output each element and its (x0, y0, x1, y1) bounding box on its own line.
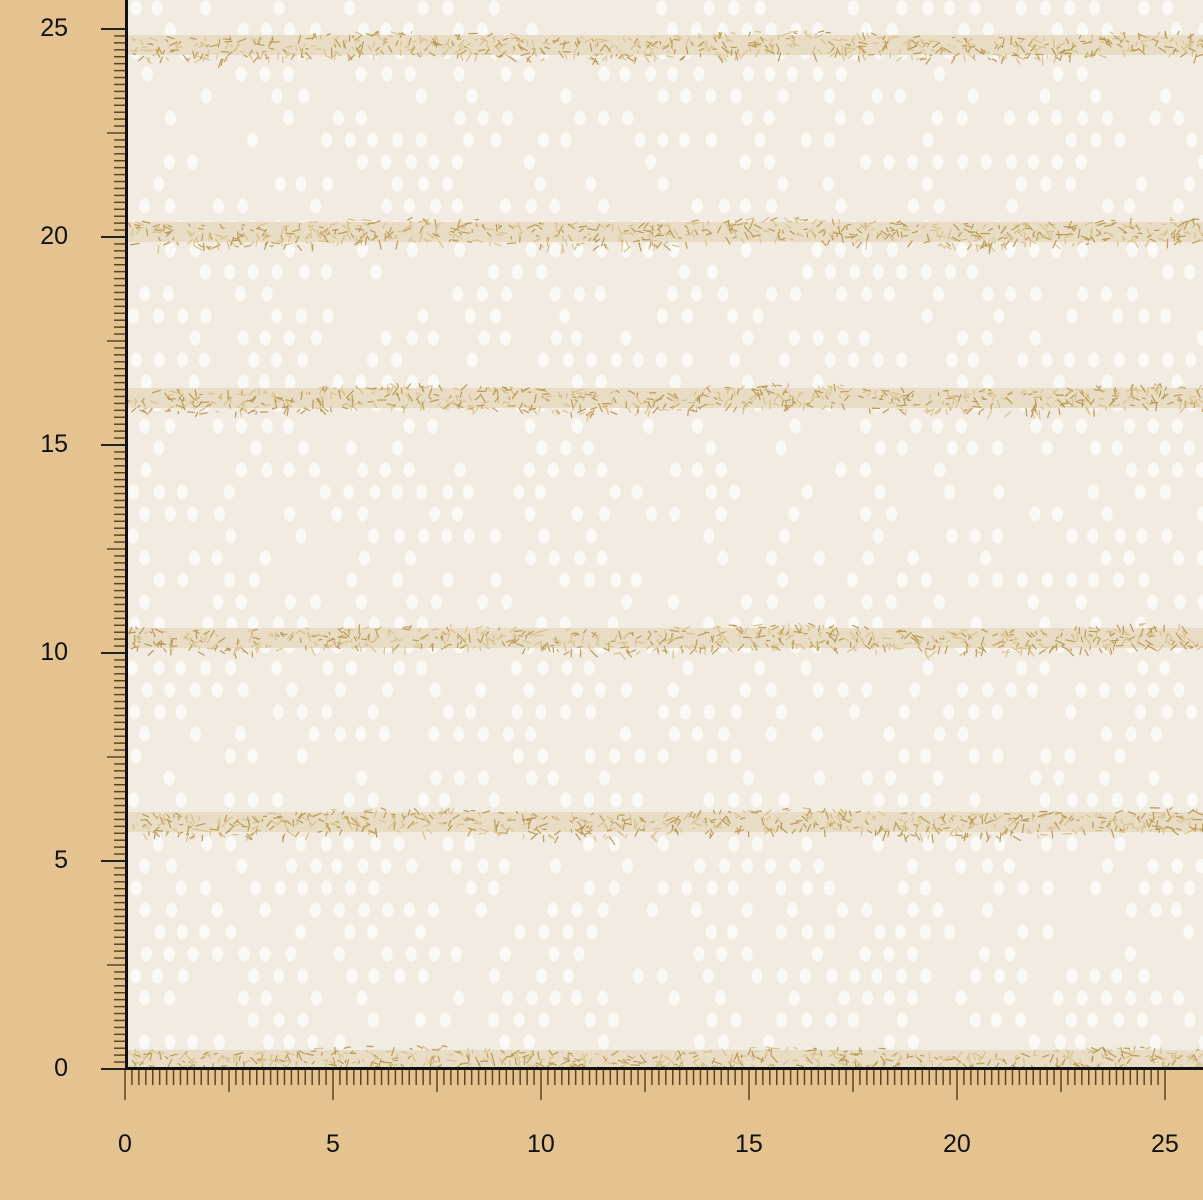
v-ruler-label: 0 (54, 1054, 68, 1082)
v-ruler-label: 15 (40, 430, 68, 458)
gold-stripes (128, 30, 1203, 1067)
v-ruler-label: 5 (54, 846, 68, 874)
v-ruler-label: 20 (40, 222, 68, 250)
h-ruler-label: 25 (1151, 1130, 1179, 1158)
h-ruler-label: 0 (118, 1130, 132, 1158)
v-ruler-label: 10 (40, 638, 68, 666)
h-ruler-label: 5 (326, 1130, 340, 1158)
fabric-texture (128, 0, 1203, 1067)
h-ruler-label: 10 (527, 1130, 555, 1158)
h-ruler-label: 20 (943, 1130, 971, 1158)
v-ruler-label: 25 (40, 14, 68, 42)
h-ruler-label: 15 (735, 1130, 763, 1158)
fabric-swatch (125, 0, 1203, 1070)
